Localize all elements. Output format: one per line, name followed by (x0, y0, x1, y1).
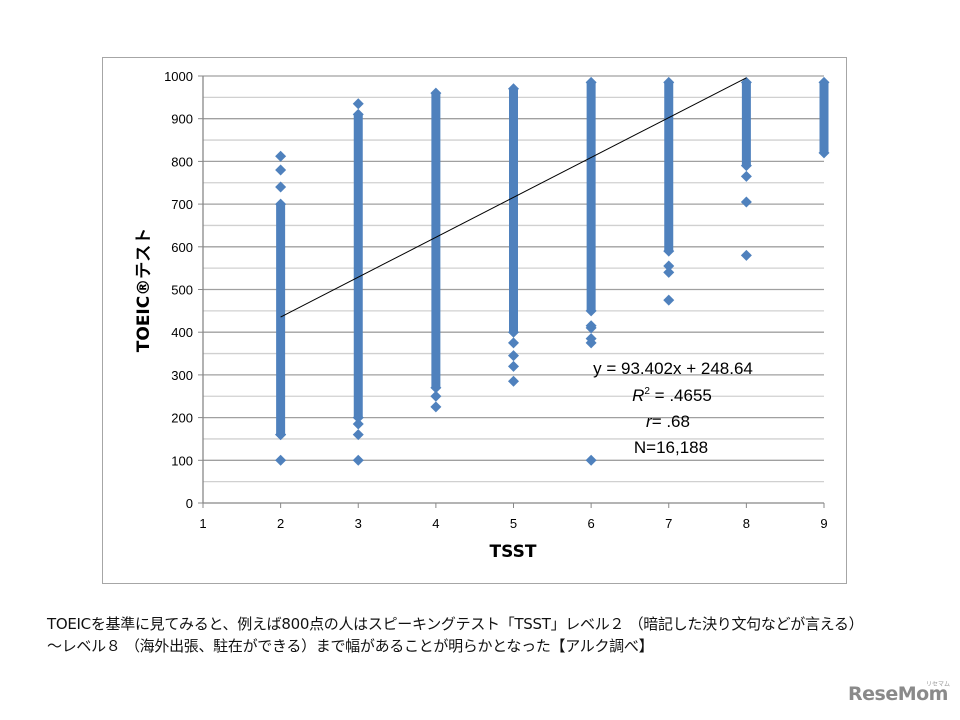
trendline (280, 77, 747, 318)
svg-text:9: 9 (820, 516, 827, 531)
svg-text:5: 5 (510, 516, 517, 531)
svg-text:500: 500 (171, 283, 193, 298)
svg-text:800: 800 (171, 154, 193, 169)
x-axis-title: TSST (490, 542, 537, 562)
svg-text:7: 7 (665, 516, 672, 531)
svg-text:2: 2 (277, 516, 284, 531)
svg-text:200: 200 (171, 411, 193, 426)
svg-text:0: 0 (186, 496, 193, 511)
y-axis-ticks: 0 100 200 300 400 500 600 700 800 900 1000 (164, 69, 203, 511)
caption-line-2: ～レベル８ （海外出張、駐在ができる）まで幅があることが明らかとなった【アルク調… (47, 637, 654, 655)
svg-text:8: 8 (743, 516, 750, 531)
r-label: r= .68 (646, 412, 690, 431)
svg-text:4: 4 (432, 516, 439, 531)
data-points (275, 76, 830, 466)
svg-text:300: 300 (171, 368, 193, 383)
svg-text:900: 900 (171, 112, 193, 127)
svg-text:1: 1 (199, 516, 206, 531)
resemom-logo: ReseMom (848, 683, 948, 705)
caption: TOEICを基準に見てみると、例えば800点の人はスピーキングテスト「TSST」… (47, 613, 947, 657)
resemom-logo-sub: リセマム (926, 681, 951, 688)
scatter-chart: 0 100 200 300 400 500 600 700 800 900 1000 1 2 3 4 5 6 7… (134, 69, 830, 562)
svg-text:600: 600 (171, 240, 193, 255)
svg-text:6: 6 (588, 516, 595, 531)
chart-frame (102, 57, 847, 584)
caption-line-1: TOEICを基準に見てみると、例えば800点の人はスピーキングテスト「TSST」… (47, 615, 864, 633)
svg-text:3: 3 (355, 516, 362, 531)
svg-text:1000: 1000 (164, 69, 193, 84)
x-axis-ticks: 1 2 3 4 5 6 7 8 9 (199, 503, 828, 531)
r-squared-label: R2 = .4655 (632, 386, 712, 405)
svg-text:400: 400 (171, 325, 193, 340)
equation-label: y = 93.402x + 248.64 (593, 359, 753, 378)
n-label: N=16,188 (634, 438, 708, 457)
regression-annotation: y = 93.402x + 248.64 R2 = .4655 r= .68 N… (593, 359, 753, 457)
y-axis-title: TOEIC®テスト (134, 228, 154, 352)
svg-text:100: 100 (171, 453, 193, 468)
svg-text:700: 700 (171, 197, 193, 212)
